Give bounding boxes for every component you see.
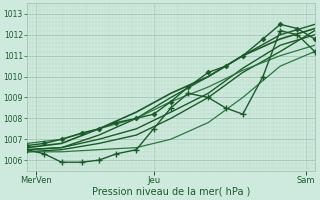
X-axis label: Pression niveau de la mer( hPa ): Pression niveau de la mer( hPa )	[92, 187, 250, 197]
